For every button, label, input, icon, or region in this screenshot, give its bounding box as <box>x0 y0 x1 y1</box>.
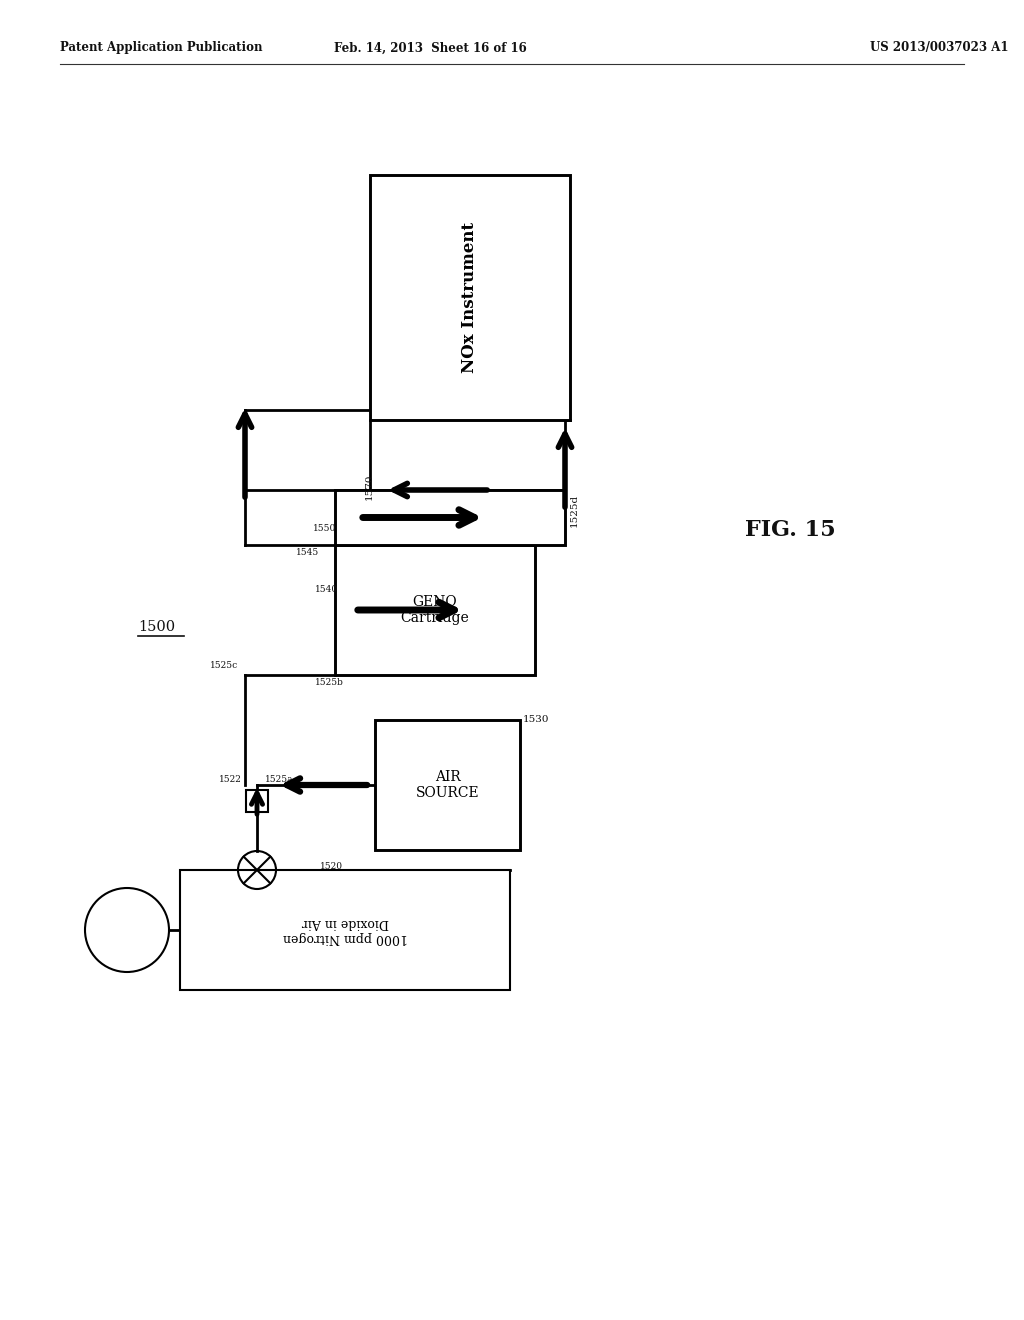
Text: NOx Instrument: NOx Instrument <box>462 222 478 374</box>
Text: 1525b: 1525b <box>315 678 344 686</box>
Text: 1570: 1570 <box>365 474 374 500</box>
Text: 1545: 1545 <box>296 548 319 557</box>
Text: 1525a: 1525a <box>265 775 294 784</box>
Text: 1525c: 1525c <box>210 660 238 669</box>
Text: AIR
SOURCE: AIR SOURCE <box>416 770 479 800</box>
Bar <box>370 176 570 420</box>
Text: 1540: 1540 <box>315 586 338 594</box>
Text: 1525d: 1525d <box>570 494 579 527</box>
Bar <box>335 490 565 545</box>
Text: 1522: 1522 <box>219 775 242 784</box>
Text: 1500: 1500 <box>138 620 175 634</box>
Text: 1520: 1520 <box>319 862 343 871</box>
Text: 1530: 1530 <box>523 715 550 723</box>
Bar <box>335 545 535 675</box>
Text: GENO
Cartridge: GENO Cartridge <box>400 595 469 626</box>
Bar <box>375 719 520 850</box>
Bar <box>246 789 268 812</box>
Bar <box>180 870 510 990</box>
Text: FIG. 15: FIG. 15 <box>744 519 836 541</box>
Text: 1000 ppm Nitrogen
Dioxide in Air: 1000 ppm Nitrogen Dioxide in Air <box>283 916 408 944</box>
Text: 1550: 1550 <box>313 524 336 533</box>
Text: US 2013/0037023 A1: US 2013/0037023 A1 <box>870 41 1009 54</box>
Text: Patent Application Publication: Patent Application Publication <box>60 41 262 54</box>
Text: Feb. 14, 2013  Sheet 16 of 16: Feb. 14, 2013 Sheet 16 of 16 <box>334 41 526 54</box>
